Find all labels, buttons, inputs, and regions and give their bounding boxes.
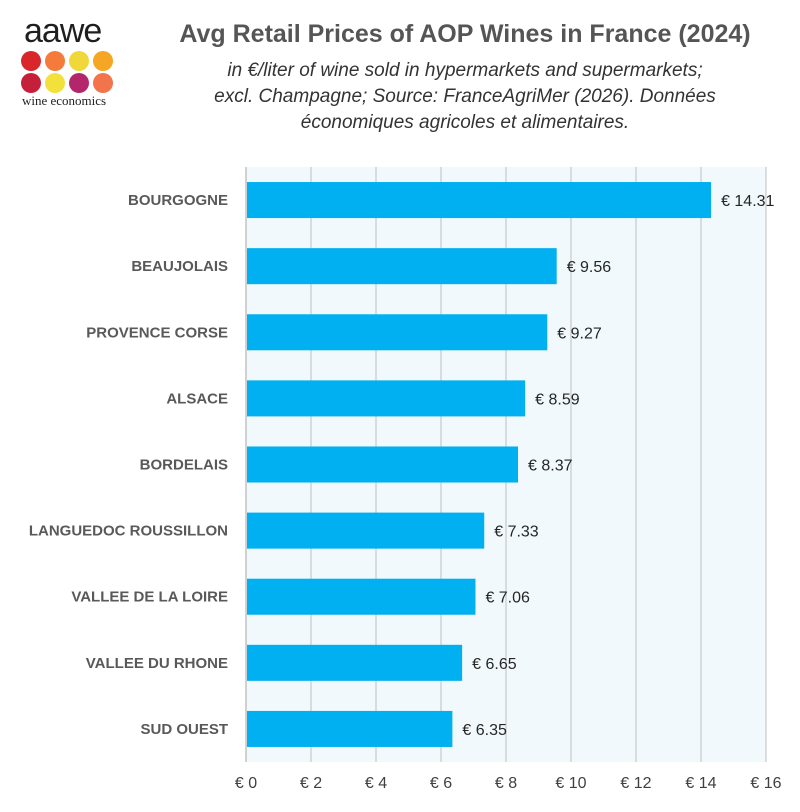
data-label: € 9.56 xyxy=(567,259,612,276)
bar xyxy=(247,710,453,747)
aawe-logo: aawe wine economics xyxy=(16,14,128,108)
logo-dots xyxy=(21,51,113,93)
logo-dot xyxy=(21,73,41,93)
logo-wordmark: aawe xyxy=(24,12,102,50)
category-label: BOURGOGNE xyxy=(128,192,228,209)
chart-title: Avg Retail Prices of AOP Wines in France… xyxy=(179,20,751,48)
category-label: BORDELAIS xyxy=(140,457,228,474)
bar xyxy=(247,512,485,549)
x-tick-label: € 10 xyxy=(555,775,586,792)
x-tick-label: € 16 xyxy=(750,775,781,792)
data-label: € 7.33 xyxy=(494,524,539,541)
bar xyxy=(247,182,712,219)
bar xyxy=(247,578,476,615)
data-label: € 6.35 xyxy=(462,722,507,739)
category-label: PROVENCE CORSE xyxy=(86,324,228,341)
category-label: VALLEE DE LA LOIRE xyxy=(71,589,228,606)
x-tick-label: € 8 xyxy=(495,775,517,792)
logo-subtitle: wine economics xyxy=(22,93,107,108)
category-label: SUD OUEST xyxy=(140,721,228,738)
category-label: VALLEE DU RHONE xyxy=(86,655,228,672)
subtitle-line: excl. Champagne; Source: FranceAgriMer (… xyxy=(214,86,716,107)
logo-dot xyxy=(69,51,89,71)
data-label: € 9.27 xyxy=(557,325,602,342)
x-tick-label: € 2 xyxy=(300,775,322,792)
category-label: LANGUEDOC ROUSSILLON xyxy=(29,523,228,540)
x-tick-label: € 14 xyxy=(685,775,716,792)
logo-dot xyxy=(45,51,65,71)
subtitle-line: économiques agricoles et alimentaires. xyxy=(300,112,630,133)
bar xyxy=(247,446,519,483)
x-tick-label: € 4 xyxy=(365,775,387,792)
subtitle-line: in €/liter of wine sold in hypermarkets … xyxy=(227,60,703,81)
x-tick-label: € 0 xyxy=(235,775,257,792)
logo-dot xyxy=(69,73,89,93)
x-tick-label: € 12 xyxy=(620,775,651,792)
bar xyxy=(247,644,463,681)
category-label: BEAUJOLAIS xyxy=(131,258,228,275)
logo-dot xyxy=(45,73,65,93)
data-label: € 8.37 xyxy=(528,458,573,475)
bar xyxy=(247,314,548,351)
logo-dot xyxy=(21,51,41,71)
category-label: ALSACE xyxy=(166,390,228,407)
logo-dot xyxy=(93,73,113,93)
bar xyxy=(247,380,526,417)
x-tick-label: € 6 xyxy=(430,775,452,792)
data-label: € 14.31 xyxy=(721,193,774,210)
data-label: € 6.65 xyxy=(472,656,517,673)
data-label: € 7.06 xyxy=(485,590,530,607)
chart-subtitle: in €/liter of wine sold in hypermarkets … xyxy=(140,58,790,136)
data-label: € 8.59 xyxy=(535,391,580,408)
bar xyxy=(247,248,557,285)
logo-dot xyxy=(93,51,113,71)
